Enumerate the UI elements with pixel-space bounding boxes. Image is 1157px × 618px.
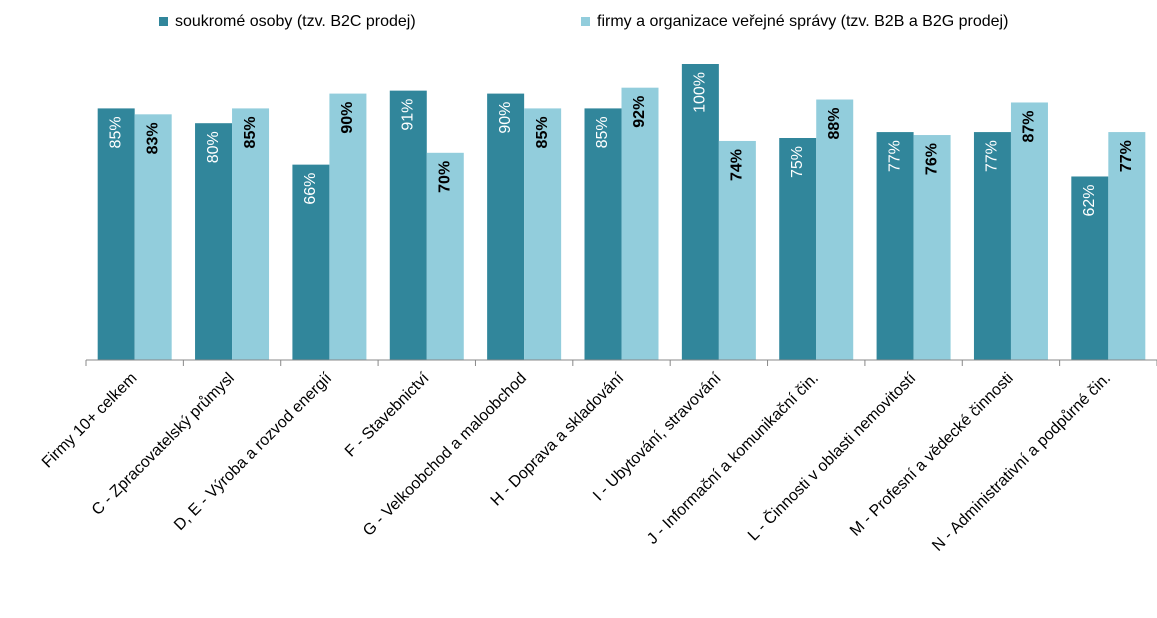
value-label: 100% [692, 72, 709, 113]
value-label: 85% [107, 116, 124, 148]
x-tick-label: M - Profesní a vědecké činnosti [847, 370, 1017, 540]
value-label: 87% [1021, 110, 1038, 142]
bar [134, 114, 172, 360]
x-tick-label: D, E - Výroba a rozvod energií [171, 369, 336, 534]
value-label: 90% [339, 102, 356, 134]
value-label: 62% [1081, 184, 1098, 216]
x-tick-label: Firmy 10+ celkem [39, 370, 141, 472]
bar [1010, 102, 1048, 360]
bar [876, 132, 914, 360]
value-label: 91% [399, 99, 416, 131]
value-label: 85% [534, 116, 551, 148]
bar [329, 93, 367, 360]
x-tick-label: J - Informační a komunikační čin. [644, 370, 822, 548]
legend-label: firmy a organizace veřejné správy (tzv. … [597, 13, 1008, 30]
bar [973, 132, 1011, 360]
x-tick-label: L - Činnosti v oblasti nemovitostí [744, 368, 920, 544]
value-label: 85% [594, 116, 611, 148]
bar [97, 108, 135, 361]
value-label: 88% [826, 108, 843, 140]
x-tick-label: N - Administrativní a podpůrné čin. [928, 369, 1114, 555]
value-label: 85% [242, 116, 259, 148]
bar [524, 108, 562, 361]
value-label: 74% [729, 149, 746, 181]
value-label: 77% [984, 140, 1001, 172]
bar [389, 90, 427, 360]
bar [195, 123, 233, 360]
value-label: 80% [205, 131, 222, 163]
value-label: 90% [497, 102, 514, 134]
value-label: 70% [436, 161, 453, 193]
value-label: 77% [1118, 140, 1135, 172]
value-label: 75% [789, 146, 806, 178]
bar [681, 64, 719, 360]
bar [621, 87, 659, 361]
legend-swatch [159, 17, 168, 26]
value-label: 66% [302, 173, 319, 205]
bar [718, 140, 756, 360]
bar [816, 99, 854, 361]
value-label: 76% [923, 143, 940, 175]
bar [232, 108, 270, 361]
bar [913, 135, 951, 360]
bar [1071, 176, 1109, 360]
bar [584, 108, 622, 361]
bar [426, 152, 464, 360]
legend-label: soukromé osoby (tzv. B2C prodej) [175, 13, 416, 30]
bar [779, 138, 817, 360]
value-label: 92% [631, 96, 648, 128]
x-tick-label: G - Velkoobchod a maloobchod [360, 370, 530, 540]
bar [292, 164, 330, 360]
value-label: 83% [144, 122, 161, 154]
bar [1108, 132, 1146, 360]
x-tick-label: F - Stavebnictví [342, 369, 433, 460]
legend-swatch [581, 17, 590, 26]
bar [487, 93, 525, 360]
value-label: 77% [886, 140, 903, 172]
